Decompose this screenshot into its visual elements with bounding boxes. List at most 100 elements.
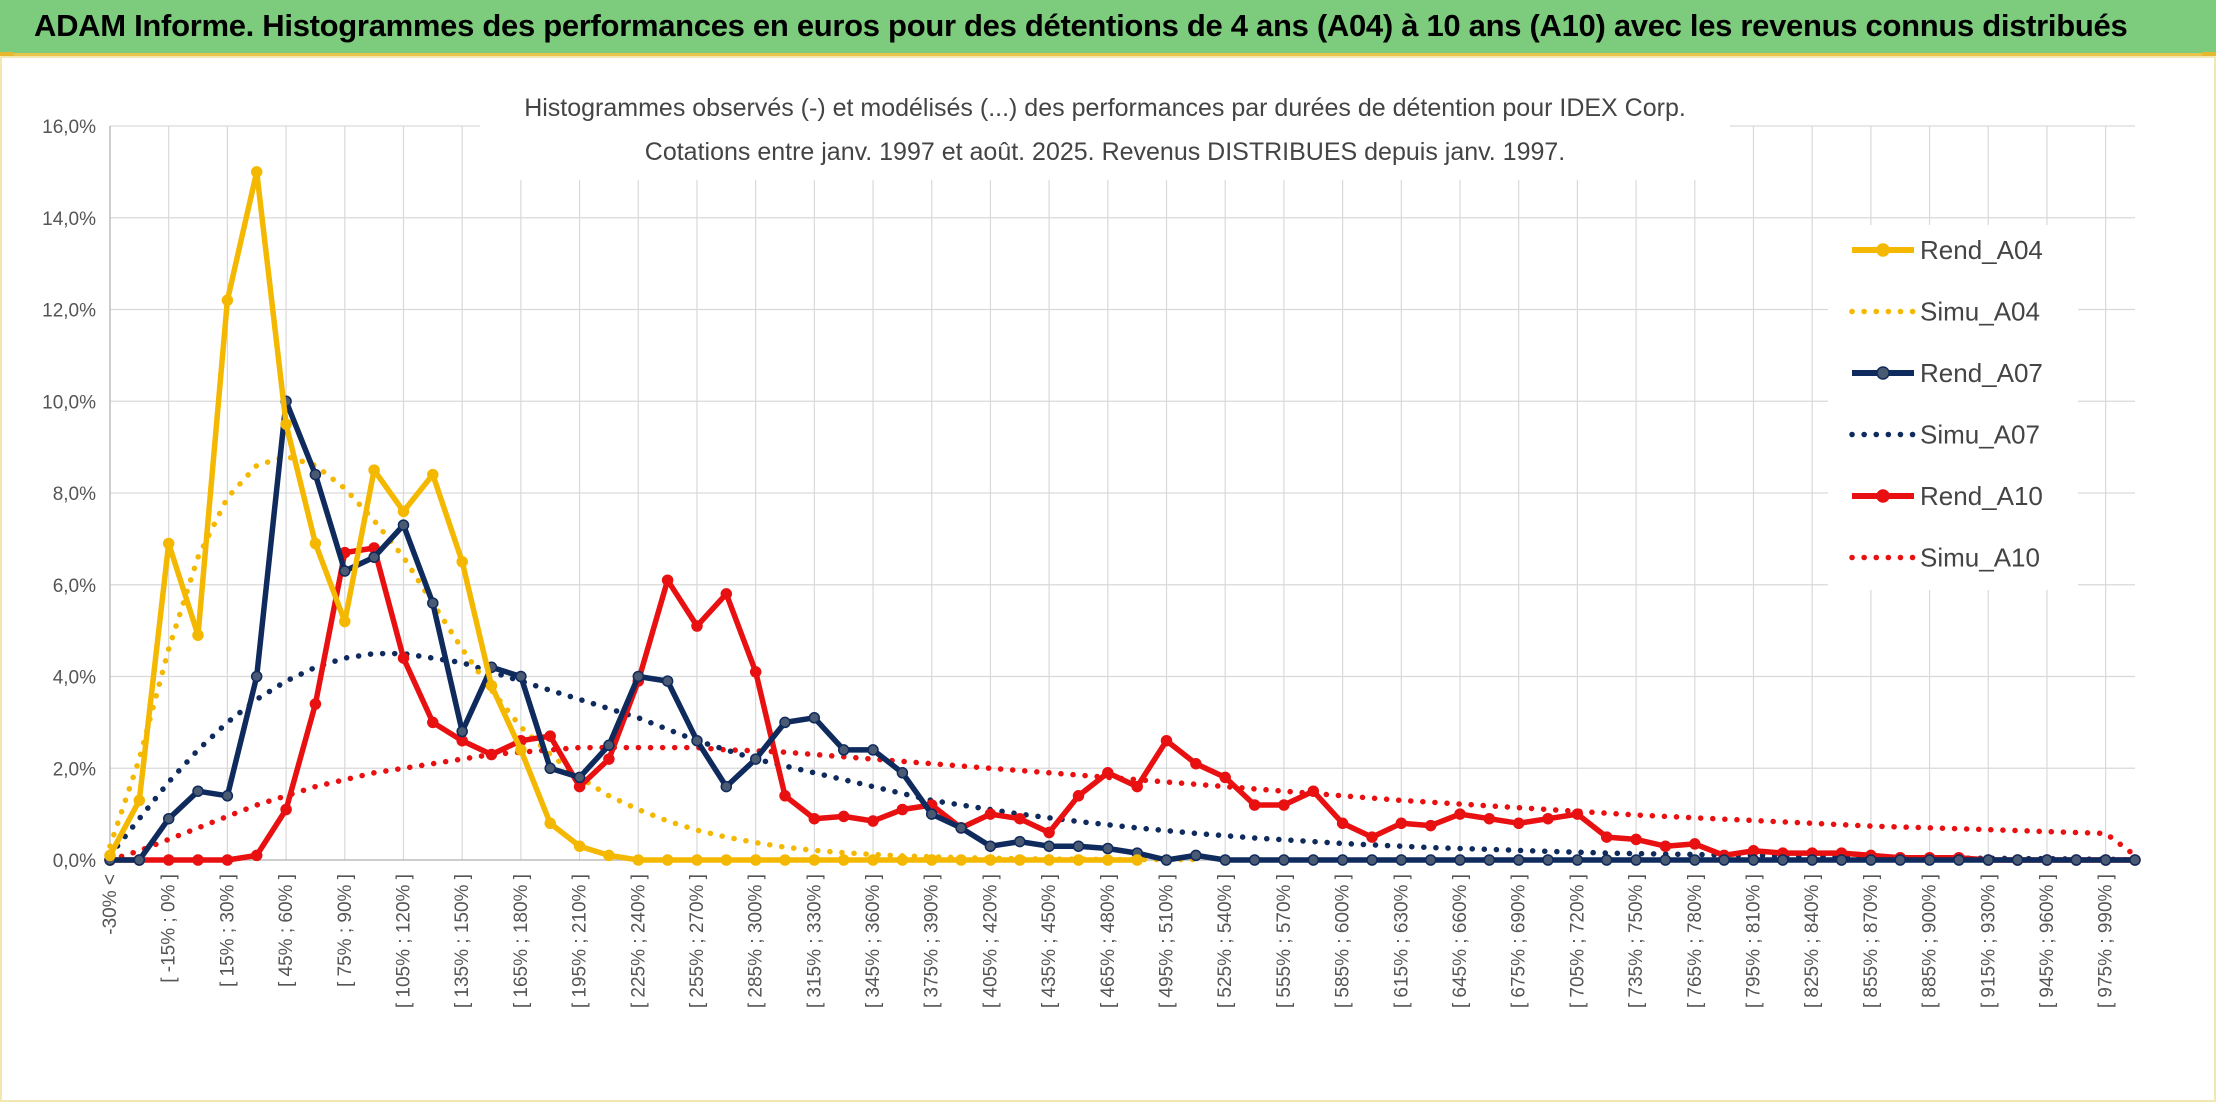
data-point — [544, 762, 556, 775]
data-point — [1072, 854, 1085, 866]
x-tick-label: [ 765% ; 780% ] — [1685, 874, 1706, 1008]
data-point — [1307, 854, 1320, 866]
data-point — [1894, 854, 1906, 866]
chart-title-background — [480, 84, 1730, 180]
data-point — [1014, 812, 1026, 825]
data-point — [837, 810, 850, 823]
data-point — [1219, 854, 1231, 866]
data-point — [1424, 819, 1437, 832]
data-point — [837, 854, 850, 866]
data-point — [250, 670, 263, 683]
data-point — [1483, 812, 1496, 825]
data-point — [1865, 854, 1877, 866]
report-banner: ADAM Informe. Histogrammes des performan… — [0, 0, 2216, 56]
data-point — [779, 790, 791, 802]
data-point — [133, 854, 146, 866]
x-tick-label: [ 315% ; 330% ] — [804, 874, 825, 1008]
x-tick-label: [ 975% ; 990% ] — [2096, 874, 2117, 1008]
data-point — [2099, 854, 2112, 866]
data-point — [808, 712, 821, 724]
data-point — [1102, 854, 1114, 866]
report-title: ADAM Informe. Histogrammes des performan… — [34, 8, 2128, 43]
data-point — [1219, 771, 1231, 784]
legend-label: Rend_A04 — [1920, 235, 2043, 265]
data-point — [456, 725, 468, 738]
data-point — [1278, 854, 1290, 866]
y-tick-label: 12,0% — [42, 301, 96, 322]
data-point — [544, 817, 556, 830]
series-lines — [104, 166, 2141, 866]
data-point — [1014, 854, 1026, 866]
data-point — [1424, 854, 1437, 866]
x-tick-label: [ 405% ; 420% ] — [980, 874, 1001, 1008]
series-line-rend-a10 — [110, 545, 2135, 863]
data-point — [1043, 826, 1055, 839]
data-point — [397, 519, 410, 531]
data-point — [427, 597, 439, 609]
data-point — [1102, 842, 1114, 855]
legend-item-rend-a10: Rend_A10 — [1852, 481, 2043, 511]
series-simu-a04 — [107, 453, 1199, 863]
data-point — [192, 629, 204, 641]
data-point — [808, 812, 821, 825]
data-point — [691, 620, 703, 632]
x-tick-label: [ 135% ; 150% ] — [452, 874, 473, 1008]
data-point — [1366, 854, 1378, 866]
data-point — [984, 854, 997, 866]
y-tick-label: 14,0% — [42, 209, 96, 230]
data-point — [339, 615, 351, 628]
legend-label: Rend_A07 — [1920, 358, 2043, 388]
data-point — [984, 840, 997, 852]
data-point — [250, 166, 263, 178]
data-point — [1190, 849, 1202, 862]
legend-label: Simu_A07 — [1920, 420, 2040, 450]
legend-marker — [1876, 366, 1890, 380]
data-point — [720, 780, 733, 793]
data-point — [309, 537, 322, 550]
series-line-rend-a04 — [107, 169, 1138, 863]
data-point — [1483, 854, 1496, 866]
data-point — [1131, 780, 1143, 793]
data-point — [1454, 854, 1466, 866]
data-point — [192, 854, 204, 866]
data-point — [1366, 831, 1378, 843]
legend-label: Simu_A04 — [1920, 297, 2040, 327]
series-simu-a10 — [107, 744, 2138, 863]
data-point — [309, 698, 322, 710]
x-tick-label: [ 945% ; 960% ] — [2037, 874, 2058, 1008]
series-line-simu-a04 — [107, 453, 1199, 863]
data-point — [1659, 840, 1672, 852]
data-point — [867, 854, 879, 866]
legend-item-simu-a04: Simu_A04 — [1849, 297, 2040, 327]
x-tick-label: [ -15% ; 0% ] — [159, 874, 180, 983]
x-tick-label: [ 45% ; 60% ] — [276, 874, 297, 987]
data-point — [925, 854, 938, 866]
data-point — [221, 790, 234, 802]
legend-item-simu-a10: Simu_A10 — [1849, 543, 2040, 573]
legend-marker — [1876, 489, 1890, 503]
data-point — [427, 468, 439, 481]
x-tick-label: [ 645% ; 660% ] — [1450, 874, 1471, 1008]
series-rend-a07 — [104, 395, 2141, 866]
data-point — [397, 505, 410, 518]
data-point — [1395, 854, 1408, 866]
data-point — [2011, 854, 2024, 866]
legend-item-simu-a07: Simu_A07 — [1849, 420, 2040, 450]
x-tick-label: [ 255% ; 270% ] — [687, 874, 708, 1008]
data-point — [368, 551, 380, 563]
data-point — [1542, 812, 1554, 825]
data-point — [1600, 831, 1613, 843]
series-rend-a10 — [104, 542, 2141, 866]
data-point — [1160, 854, 1173, 866]
data-point — [162, 854, 175, 866]
data-point — [603, 739, 615, 752]
x-tick-label: [ 285% ; 300% ] — [746, 874, 767, 1008]
data-point — [632, 670, 645, 683]
x-axis-tick-labels: -30% < [ -15% ; 0% ] [ 15% ; 30% ] [ 45% ; … — [100, 874, 2117, 1008]
data-point — [603, 753, 615, 765]
data-point — [221, 854, 234, 866]
data-point — [368, 464, 380, 476]
x-tick-label: -30% < — [100, 874, 121, 935]
data-point — [867, 815, 879, 827]
